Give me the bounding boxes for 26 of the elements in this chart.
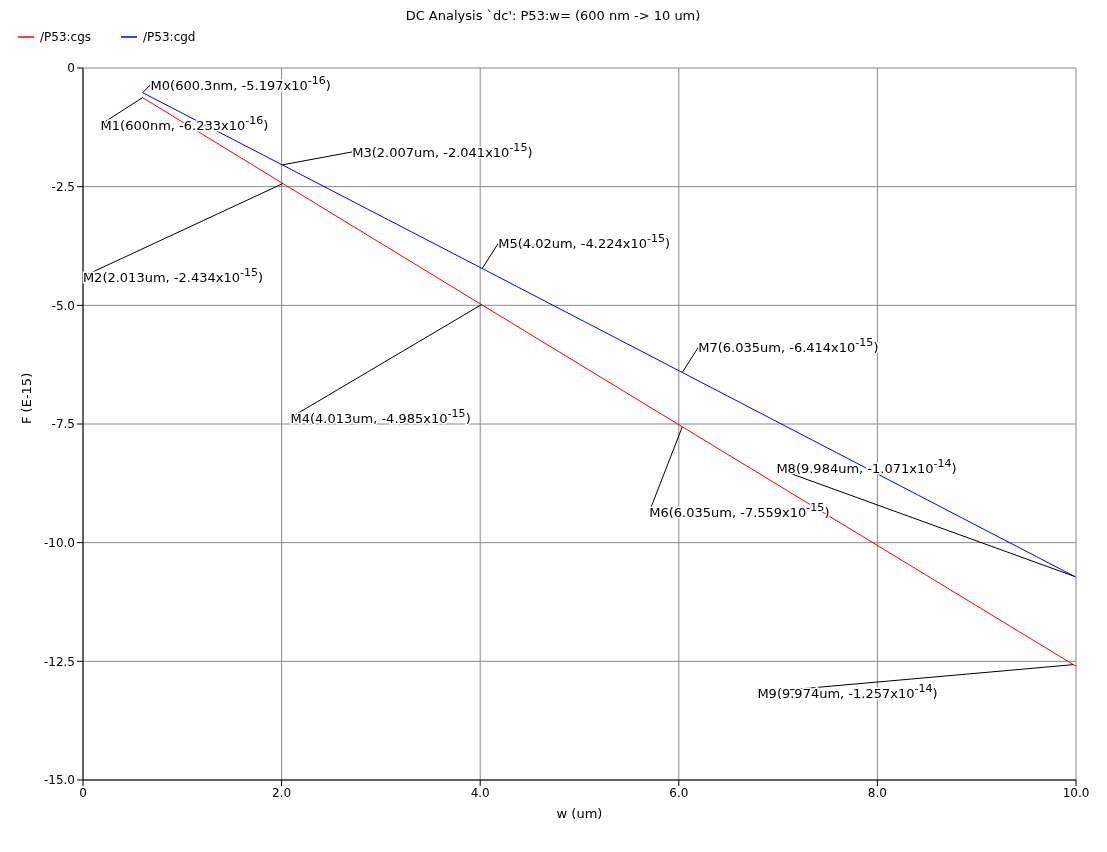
- y-axis-title: F (E-15): [18, 372, 34, 424]
- annotation: M7(6.035um, -6.414x10$^{-15}$): [698, 335, 879, 356]
- y-tick-label: -12.5: [43, 654, 75, 669]
- annotation: M9(9.974um, -1.257x10$^{-14}$): [757, 681, 938, 701]
- x-tick-label: 10.0: [1062, 785, 1090, 800]
- annotation: M5(4.02um, -4.224x10$^{-15}$): [498, 232, 671, 252]
- y-tick-label: 0: [67, 61, 75, 76]
- x-tick-label: 8.0: [867, 785, 887, 800]
- legend-label: /P53:cgs: [39, 30, 92, 44]
- x-tick-label: 6.0: [669, 785, 689, 800]
- y-tick-label: -7.5: [51, 417, 75, 432]
- y-tick-label: -15.0: [43, 773, 75, 788]
- x-axis-title: w (um): [556, 806, 603, 821]
- y-tick-label: -2.5: [51, 179, 75, 194]
- annotation: M3(2.007um, -2.041x10$^{-15}$): [352, 140, 533, 160]
- legend-label: /P53:cgd: [142, 30, 196, 44]
- annotation: M0(600.3nm, -5.197x10$^{-16}$): [150, 73, 331, 93]
- annotation: M2(2.013um, -2.434x10$^{-15}$): [82, 265, 264, 285]
- annotation: M4(4.013um, -4.985x10$^{-15}$): [290, 406, 471, 426]
- x-tick-label: 4.0: [470, 785, 490, 800]
- y-tick-label: -5.0: [51, 298, 75, 313]
- y-tick-label: -10.0: [43, 535, 75, 550]
- annotation: M8(9.984um, -1.071x10$^{-14}$): [776, 456, 957, 477]
- x-tick-label: 0: [79, 785, 87, 800]
- x-tick-label: 2.0: [272, 785, 292, 800]
- chart-title: DC Analysis `dc': P53:w= (600 nm -> 10 um): [404, 8, 702, 25]
